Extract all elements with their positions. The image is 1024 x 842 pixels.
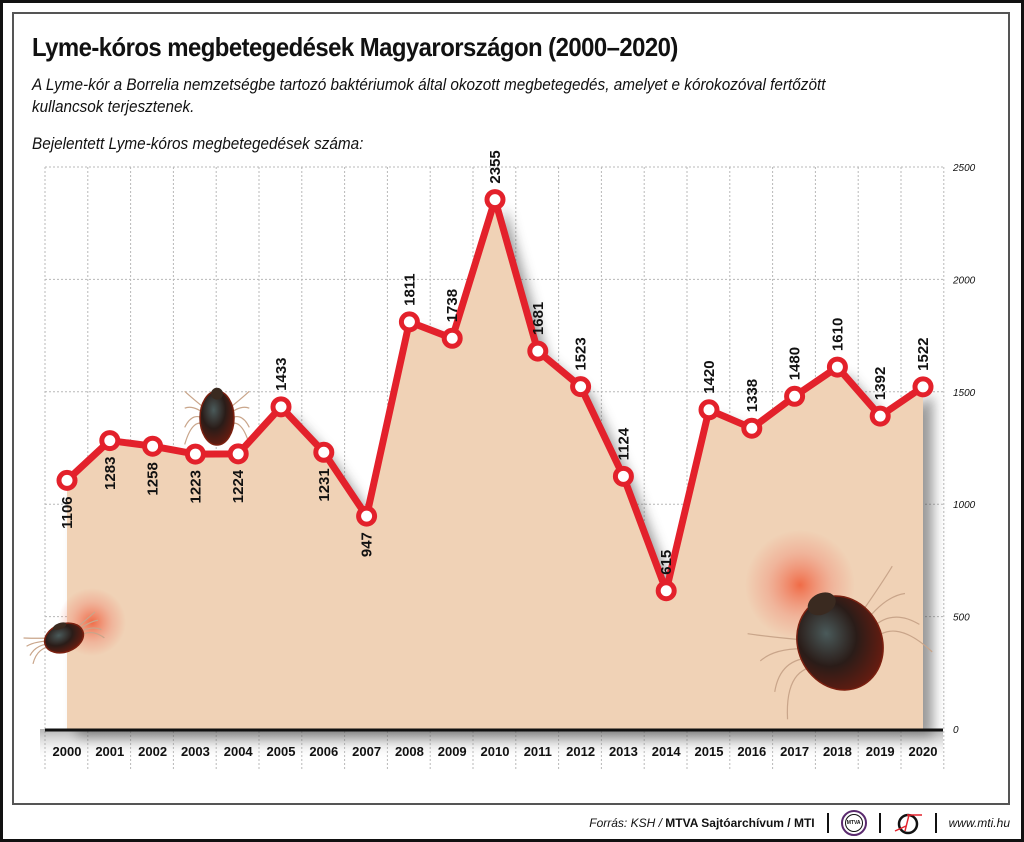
mtva-logo-icon: MTVA: [840, 810, 867, 836]
x-tick-label: 2016: [737, 744, 766, 759]
data-label: 1231: [316, 468, 333, 501]
source-text: Forrás: KSH / MTVA Sajtóarchívum / MTI: [589, 816, 814, 830]
data-label: 1392: [872, 367, 889, 400]
data-label: 2355: [487, 150, 504, 183]
data-points: [56, 189, 934, 602]
data-label: 1522: [915, 337, 932, 370]
data-point: [99, 430, 121, 452]
data-label: 1106: [59, 496, 76, 529]
tick-illustration-left: [23, 611, 105, 665]
data-labels: 1106 1283 1258 1223 1224 1433 1231 947 1811 1738 2…: [59, 150, 932, 575]
data-point: [56, 469, 78, 491]
mtva-logo-text: MTVA: [844, 814, 863, 832]
data-label: 1433: [273, 357, 290, 390]
data-label: 1258: [145, 462, 162, 495]
data-label: 1738: [444, 289, 461, 322]
data-point: [313, 441, 335, 463]
mti-logo-icon: [894, 813, 922, 835]
x-tick-label: 2018: [823, 744, 852, 759]
data-label: 1681: [530, 302, 547, 335]
data-point: [356, 505, 378, 527]
y-tick-label: 500: [953, 613, 970, 624]
y-tick-labels: 0 500 1000 1500 2000 2500: [952, 163, 976, 736]
x-tick-label: 2000: [53, 744, 82, 759]
data-point: [270, 396, 292, 418]
x-tick-label: 2014: [652, 744, 682, 759]
x-tick-label: 2017: [780, 744, 809, 759]
data-point: [441, 327, 463, 349]
subtitle: A Lyme-kór a Borrelia nemzetségbe tartoz…: [32, 75, 826, 116]
x-tick-label: 2006: [309, 744, 338, 759]
data-label: 1480: [787, 347, 804, 380]
data-point: [784, 385, 806, 407]
x-tick-label: 2013: [609, 744, 638, 759]
data-point: [570, 376, 592, 398]
data-point: [484, 189, 506, 211]
data-point: [398, 311, 420, 333]
tick-illustration-right: [747, 565, 933, 720]
data-point: [826, 356, 848, 378]
data-point: [698, 399, 720, 421]
x-tick-label: 2010: [481, 744, 510, 759]
website-link[interactable]: www.mti.hu: [948, 816, 1010, 830]
tick-illustration-top: [184, 387, 250, 446]
data-point: [612, 465, 634, 487]
x-tick-label: 2012: [566, 744, 595, 759]
x-tick-label: 2003: [181, 744, 210, 759]
data-label: 1283: [102, 457, 119, 490]
divider: [878, 813, 881, 833]
y-tick-label: 1500: [953, 388, 976, 399]
data-point: [142, 435, 164, 457]
data-label: 947: [359, 532, 376, 557]
divider: [934, 813, 937, 833]
x-tick-label: 2005: [267, 744, 296, 759]
data-label: 1610: [829, 318, 846, 351]
chart-label: Bejelentett Lyme-kóros megbetegedések sz…: [32, 134, 364, 153]
x-tick-label: 2004: [224, 744, 254, 759]
data-point: [227, 443, 249, 465]
x-tick-label: 2019: [866, 744, 895, 759]
data-point: [912, 376, 934, 398]
data-label: 1523: [573, 337, 590, 370]
divider: [826, 813, 829, 833]
tick-illustrations: [23, 387, 933, 720]
data-point: [869, 405, 891, 427]
data-label: 1223: [187, 470, 204, 503]
data-label: 615: [658, 550, 675, 575]
y-tick-label: 2500: [952, 163, 976, 174]
x-tick-labels: 2000 2001 2002 2003 2004 2005 2006 2007 2008 2009…: [53, 744, 938, 759]
y-tick-label: 1000: [953, 500, 976, 511]
source-prefix: Forrás: KSH /: [589, 816, 666, 830]
x-tick-label: 2007: [352, 744, 381, 759]
data-label: 1338: [744, 379, 761, 412]
baseline-shadow: [40, 729, 943, 761]
y-tick-label: 2000: [952, 275, 976, 286]
data-label: 1124: [615, 427, 632, 460]
data-label: 1224: [230, 469, 247, 503]
data-point: [655, 580, 677, 602]
x-tick-label: 2020: [909, 744, 938, 759]
x-tick-label: 2001: [95, 744, 124, 759]
source-bold: MTVA Sajtóarchívum / MTI: [665, 816, 815, 830]
page-title: Lyme-kóros megbetegedések Magyarországon…: [32, 32, 678, 62]
x-tick-label: 2009: [438, 744, 467, 759]
area-fill: [67, 199, 923, 729]
tick-head: [807, 592, 836, 616]
tick-head: [53, 622, 67, 630]
x-tick-label: 2002: [138, 744, 167, 759]
y-tick-label: 0: [953, 725, 959, 736]
tick-head: [211, 387, 223, 400]
x-tick-label: 2015: [695, 744, 724, 759]
data-label: 1811: [401, 273, 418, 306]
x-tick-label: 2008: [395, 744, 424, 759]
data-point: [184, 443, 206, 465]
data-label: 1420: [701, 360, 718, 393]
footer: Forrás: KSH / MTVA Sajtóarchívum / MTI M…: [589, 810, 1010, 836]
data-point: [741, 417, 763, 439]
data-point: [527, 340, 549, 362]
x-tick-label: 2011: [524, 744, 552, 759]
